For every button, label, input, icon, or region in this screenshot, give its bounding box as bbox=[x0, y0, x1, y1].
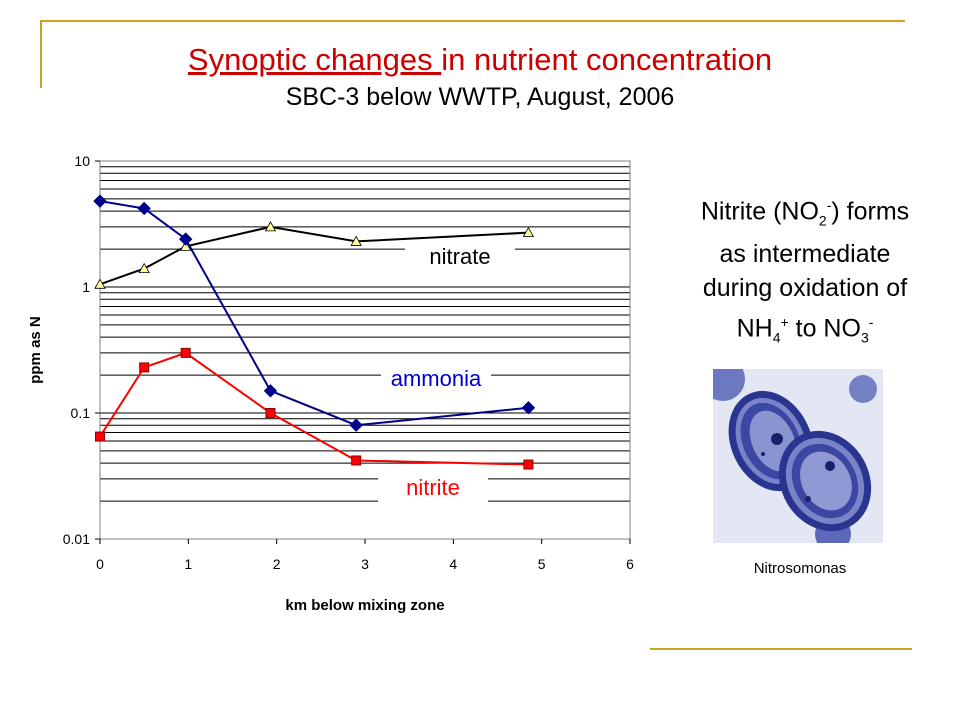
nitrosomonas-micrograph bbox=[713, 369, 883, 543]
x-tick-label: 5 bbox=[538, 556, 546, 572]
plot-frame bbox=[99, 160, 631, 540]
ammonia-point bbox=[263, 384, 278, 398]
nitrate-point bbox=[94, 278, 106, 289]
series-labels: nitrate ammonia nitrite bbox=[378, 241, 515, 502]
y-tick-label: 1 bbox=[82, 279, 90, 295]
note-sub: 4 bbox=[772, 329, 781, 346]
nitrite-label: nitrite bbox=[406, 475, 460, 500]
nitrite-line bbox=[99, 351, 529, 466]
note-sup: - bbox=[826, 197, 832, 213]
note-text: to NO bbox=[788, 314, 861, 343]
x-tick-label: 4 bbox=[449, 556, 457, 572]
note-text: Nitrite (NO bbox=[700, 197, 819, 226]
note-sup: + bbox=[780, 314, 789, 331]
y-axis-label: ppm as N bbox=[27, 316, 44, 384]
ammonia-point bbox=[137, 201, 151, 216]
x-tick-label: 1 bbox=[184, 556, 192, 572]
bottom-rule bbox=[650, 648, 912, 650]
note-sub: 3 bbox=[860, 329, 869, 346]
title-block: Synoptic changes in nutrient concentrati… bbox=[40, 40, 920, 114]
note-line-4: NH4+ to NO3- bbox=[660, 305, 950, 354]
title-rest: in nutrient concentration bbox=[441, 42, 773, 77]
ammonia-label-bg bbox=[381, 363, 491, 393]
note-line-3: during oxidation of bbox=[702, 274, 908, 303]
note-sub: 2 bbox=[818, 212, 827, 229]
note-line-1: Nitrite (NO2-) forms bbox=[660, 188, 950, 237]
ammonia-point bbox=[349, 418, 363, 432]
ammonia-line bbox=[99, 200, 529, 427]
nitrate-label: nitrate bbox=[429, 244, 490, 269]
nitrite-point bbox=[180, 347, 191, 358]
note-text: ) forms bbox=[831, 197, 910, 226]
slide-title: Synoptic changes in nutrient concentrati… bbox=[40, 40, 920, 80]
nitrate-point bbox=[350, 235, 362, 246]
ammonia-point bbox=[178, 232, 193, 246]
top-rule bbox=[40, 20, 905, 22]
ammonia-point bbox=[93, 194, 107, 208]
ammonia-point bbox=[521, 401, 536, 415]
nitrate-point bbox=[138, 262, 150, 273]
x-tick-label: 2 bbox=[273, 556, 281, 572]
image-caption: Nitrosomonas bbox=[753, 560, 847, 577]
y-tick-label: 0.01 bbox=[63, 531, 90, 547]
nitrate-point bbox=[522, 226, 535, 238]
nitrite-point bbox=[95, 431, 105, 442]
nitrite-label-bg bbox=[378, 472, 488, 502]
slide-subtitle: SBC-3 below WWTP, August, 2006 bbox=[285, 83, 675, 111]
nitrite-point bbox=[351, 455, 362, 466]
nitrate-point bbox=[180, 240, 192, 251]
nitrite-point bbox=[265, 408, 276, 418]
micrograph-drawing bbox=[713, 369, 883, 543]
nitrate-label-bg bbox=[405, 241, 515, 271]
chart-grid bbox=[100, 166, 630, 540]
x-axis-label: km below mixing zone bbox=[285, 597, 444, 614]
note-line-2: as intermediate bbox=[719, 240, 891, 269]
nitrate-line bbox=[99, 225, 529, 286]
note-text: NH bbox=[736, 314, 773, 343]
left-rule bbox=[40, 20, 42, 88]
x-tick-label: 6 bbox=[626, 556, 634, 572]
x-tick-label: 0 bbox=[96, 556, 104, 572]
ammonia-label: ammonia bbox=[391, 366, 482, 391]
nitrite-point bbox=[523, 459, 534, 470]
note-sup: - bbox=[868, 314, 874, 331]
chart-series bbox=[93, 194, 536, 470]
axis-ticks: 0.01 0.1 1 10 0 1 2 3 4 5 6 bbox=[63, 153, 634, 572]
y-tick-label: 0.1 bbox=[71, 405, 91, 421]
nitrite-point bbox=[139, 362, 150, 373]
x-tick-label: 3 bbox=[361, 556, 369, 572]
nitrate-point bbox=[264, 221, 277, 232]
y-tick-label: 10 bbox=[74, 153, 90, 169]
nitrite-note: Nitrite (NO2-) forms as intermediate dur… bbox=[660, 188, 950, 355]
title-underlined: Synoptic changes bbox=[187, 42, 442, 77]
